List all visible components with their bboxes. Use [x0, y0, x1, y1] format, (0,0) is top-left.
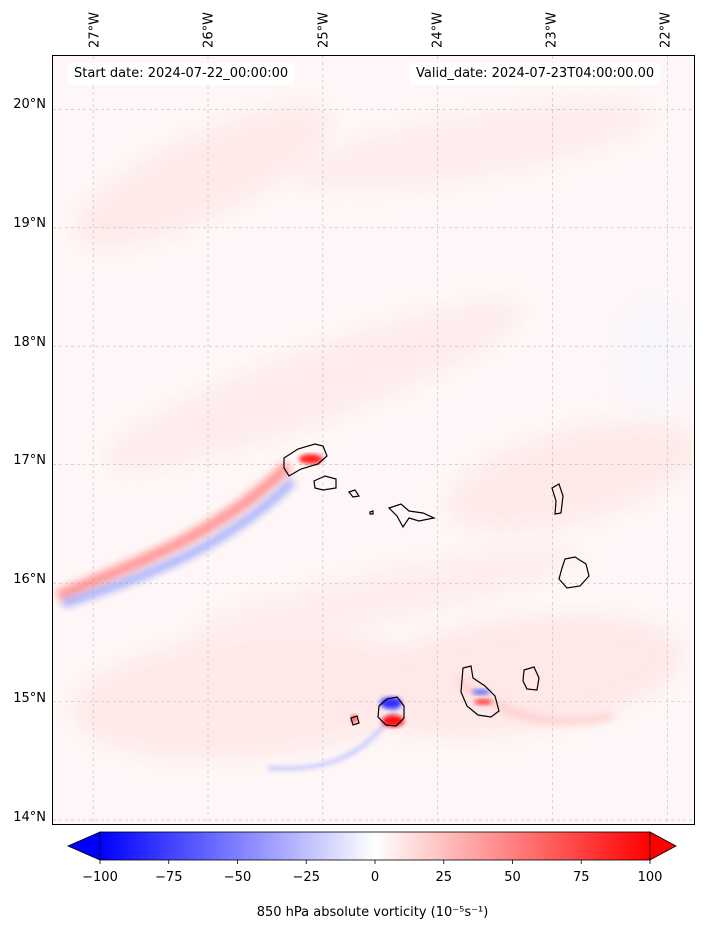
island-sao-nicolau — [387, 503, 436, 529]
background-vorticity-field — [73, 102, 694, 758]
lon-label-27w: 27°W — [87, 12, 103, 48]
island-sao-vicente — [313, 475, 337, 491]
colorbar-min-extend-arrow — [67, 831, 101, 861]
island-sal — [551, 483, 564, 515]
colorbar-tick-label: 50 — [504, 870, 521, 885]
island-ilheu — [369, 510, 374, 515]
lat-label-18n: 18°N — [13, 335, 46, 350]
lon-label-26w: 26°W — [201, 12, 217, 48]
colorbar — [67, 831, 677, 864]
map-plot-area — [52, 55, 695, 825]
island-santa-luzia — [347, 489, 361, 498]
vorticity-map — [53, 56, 694, 824]
colorbar-tick-label: −75 — [155, 870, 183, 885]
lat-label-16n: 16°N — [13, 572, 46, 587]
lon-label-24w: 24°W — [430, 12, 446, 48]
colorbar-tick-label: −50 — [223, 870, 252, 885]
lon-label-23w: 23°W — [544, 12, 560, 48]
vorticity-dipoles — [299, 454, 492, 727]
island-boa-vista — [558, 556, 590, 589]
map-gridlines — [53, 56, 694, 824]
colorbar-tick-label: 75 — [572, 870, 590, 885]
lat-label-19n: 19°N — [13, 216, 46, 231]
colorbar-tick-label: −100 — [82, 870, 118, 885]
valid-date-label: Valid_date: 2024-07-23T04:00:00.00 — [410, 63, 661, 85]
colorbar-max-extend-arrow — [649, 831, 677, 861]
colorbar-tick-label: 0 — [370, 870, 380, 885]
island-maio — [522, 666, 540, 691]
colorbar-tick-label: 100 — [637, 870, 663, 885]
coastlines — [283, 443, 590, 727]
colorbar-ticks — [99, 860, 651, 864]
start-date-label: Start date: 2024-07-22_00:00:00 — [68, 63, 295, 85]
colorbar-tick-label: 25 — [435, 870, 453, 885]
lat-label-15n: 15°N — [13, 691, 46, 706]
island-santo-antao — [283, 443, 328, 477]
colorbar-gradient — [99, 831, 651, 861]
colorbar-tick-label: −25 — [292, 870, 320, 885]
colorbar-label: 850 hPa absolute vorticity (10⁻⁵s⁻¹) — [256, 905, 489, 920]
lon-label-22w: 22°W — [658, 12, 674, 48]
lon-label-25w: 25°W — [316, 12, 332, 48]
lat-label-17n: 17°N — [13, 453, 46, 468]
island-santiago — [460, 665, 500, 718]
island-brava — [350, 715, 360, 726]
lat-label-20n: 20°N — [13, 97, 46, 112]
island-fogo — [377, 696, 405, 727]
lat-label-14n: 14°N — [13, 810, 46, 825]
